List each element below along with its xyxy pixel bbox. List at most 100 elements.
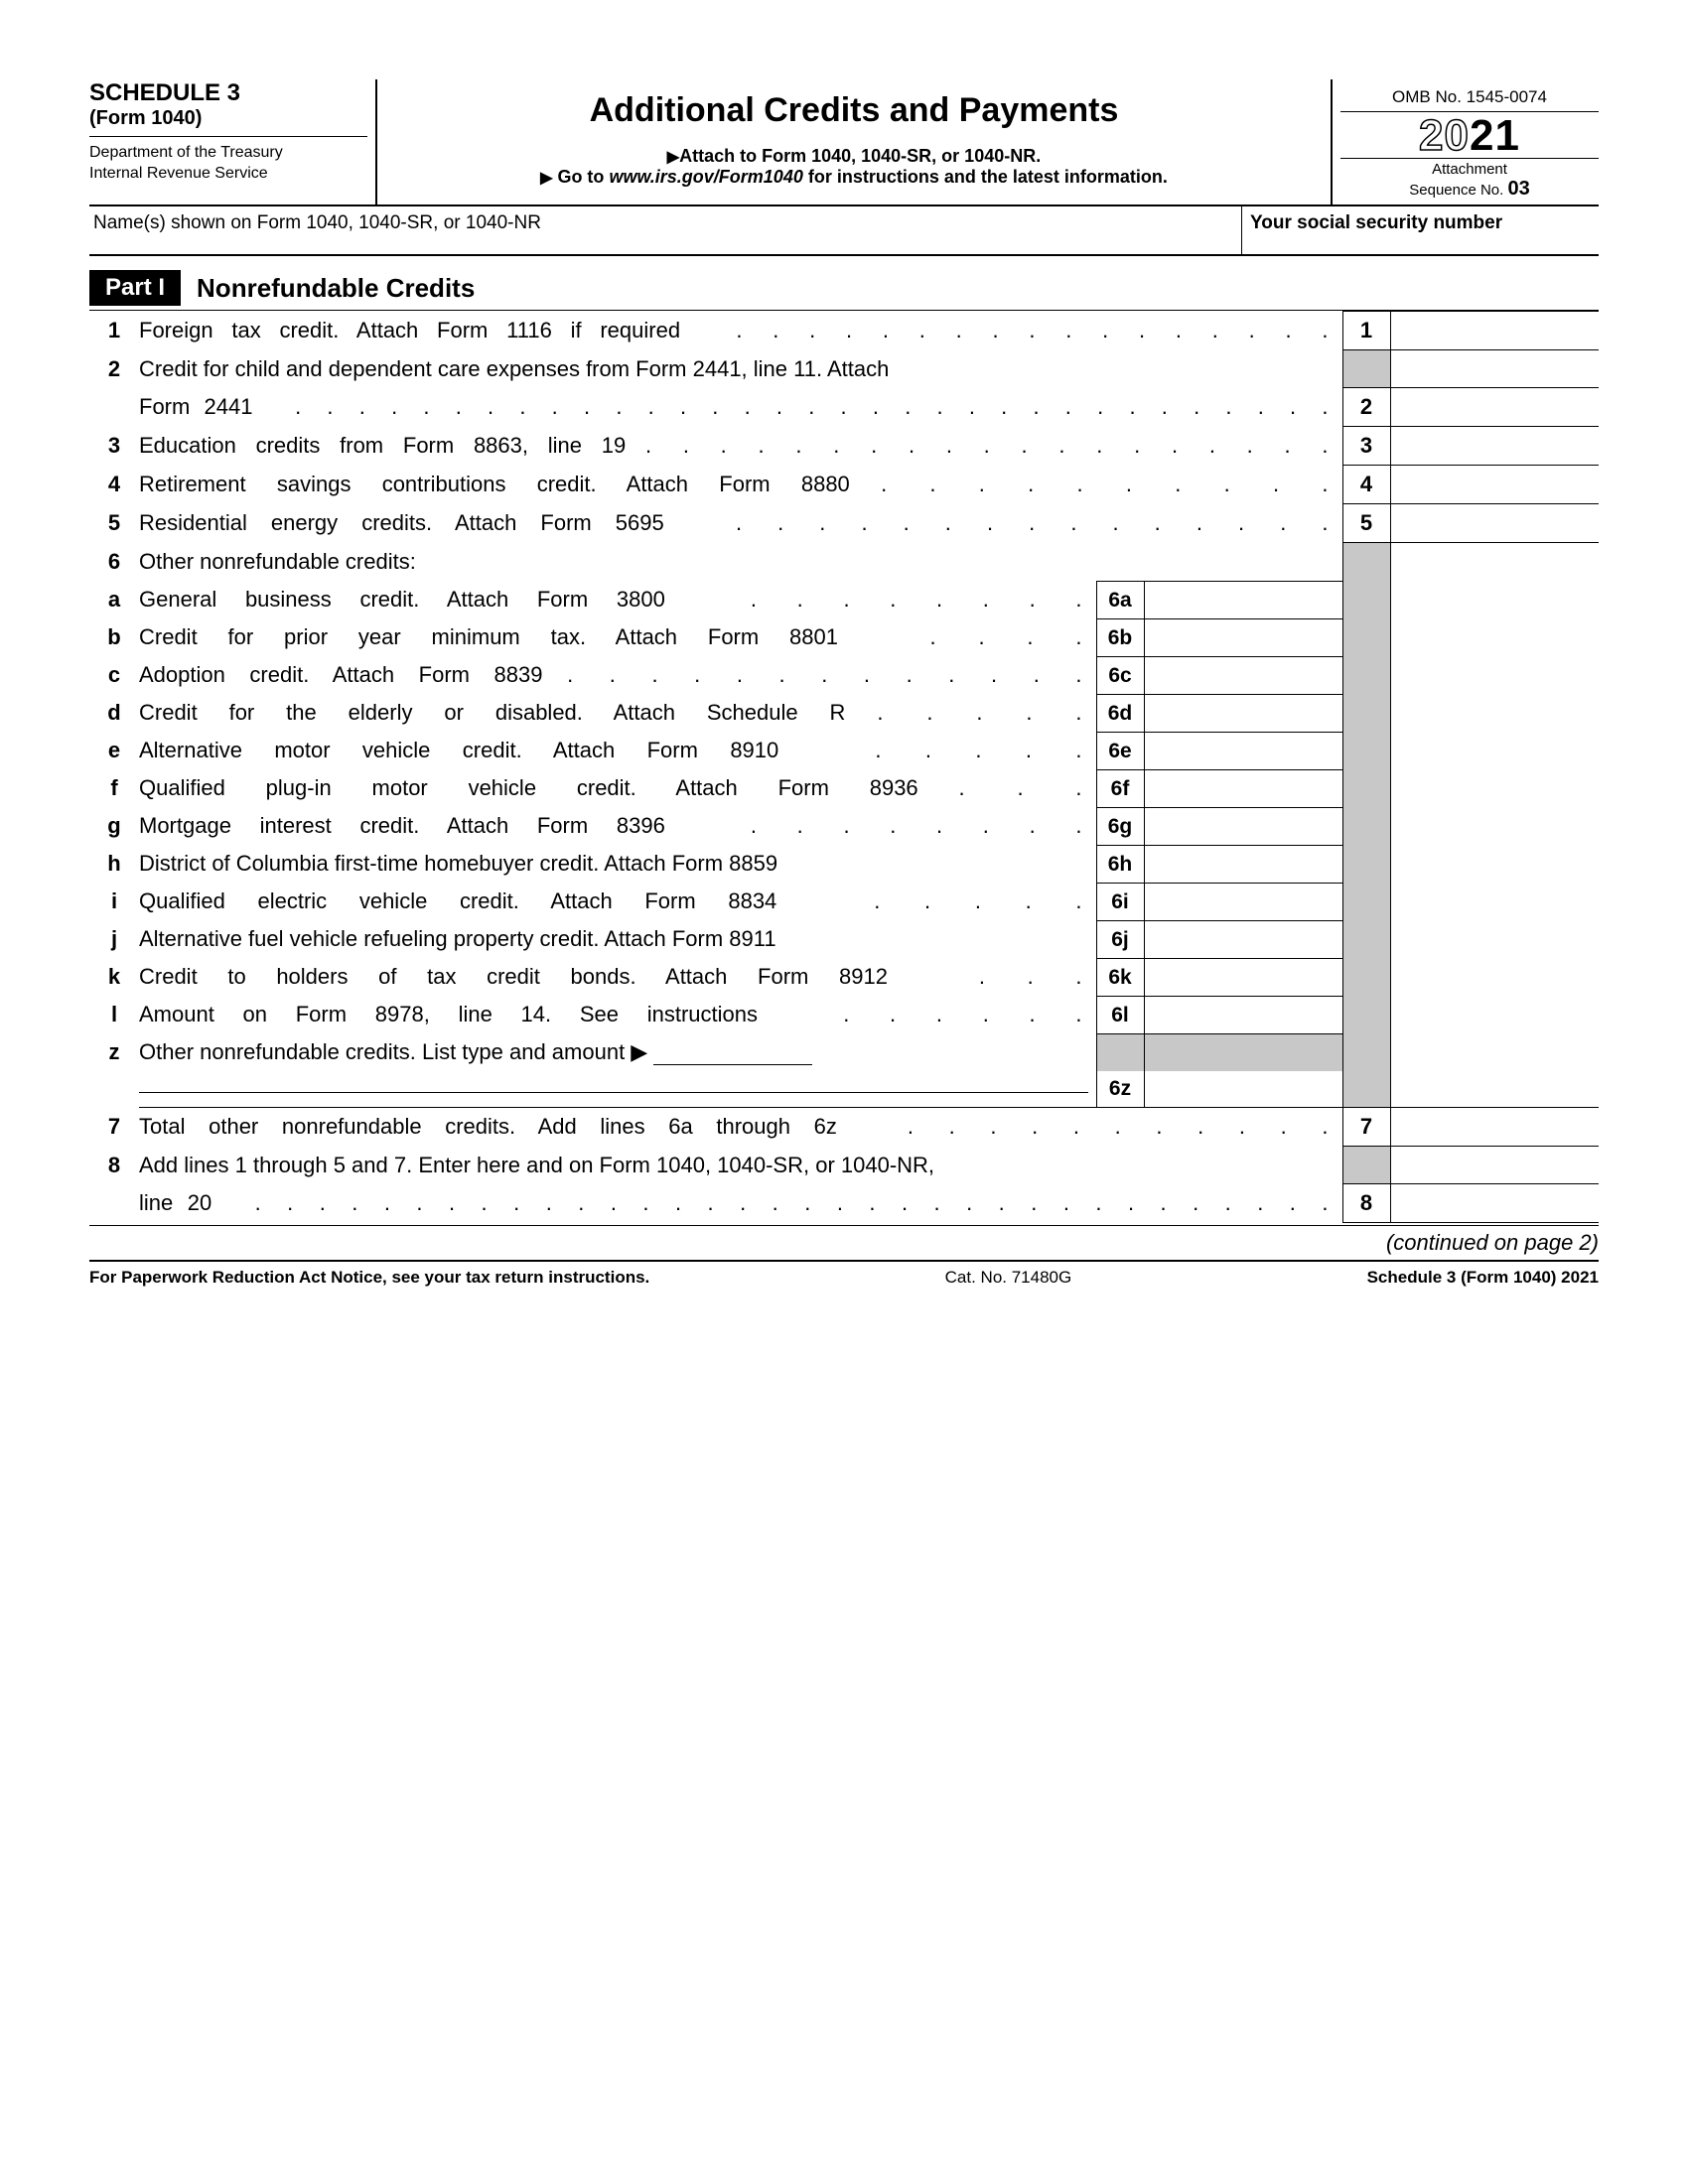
line-6f-num: f (89, 769, 139, 807)
line-6g-amount[interactable] (1144, 807, 1342, 845)
line-6j-num: j (89, 920, 139, 958)
line-7: 7 Total other nonrefundable credits. Add… (89, 1108, 1599, 1147)
line-6f-box: 6f (1096, 769, 1144, 807)
line-8-box: 8 (1342, 1184, 1390, 1223)
line-3-num: 3 (89, 427, 139, 466)
line-1-num: 1 (89, 312, 139, 350)
footer-center: Cat. No. 71480G (945, 1268, 1072, 1288)
line-6l-num: l (89, 996, 139, 1033)
line-6z-gray (1096, 1033, 1144, 1071)
header-left: SCHEDULE 3 (Form 1040) Department of the… (89, 79, 377, 205)
line-1-amount[interactable] (1390, 312, 1599, 350)
line-6d-desc: Credit for the elderly or disabled. Atta… (139, 694, 1096, 732)
line-6h-amount[interactable] (1144, 845, 1342, 883)
header-right: OMB No. 1545-0074 2021 Attachment Sequen… (1331, 79, 1599, 205)
line-6i-amount[interactable] (1144, 883, 1342, 920)
line-6k-desc: Credit to holders of tax credit bonds. A… (139, 958, 1096, 996)
line-4-num: 4 (89, 466, 139, 504)
line-6e-amount[interactable] (1144, 732, 1342, 769)
attach-seq-no: 03 (1508, 178, 1530, 200)
line-5-desc: Residential energy credits. Attach Form … (139, 504, 1342, 543)
line-6-blank-right (1390, 543, 1599, 1108)
lines-table: 1 Foreign tax credit. Attach Form 1116 i… (89, 311, 1599, 1223)
line-7-num: 7 (89, 1108, 139, 1147)
attachment-sequence: Attachment Sequence No. 03 (1340, 158, 1599, 201)
line-2-text2: Form 2441 (139, 394, 252, 419)
line-6z-fill2[interactable] (139, 1071, 1088, 1093)
line-6e-num: e (89, 732, 139, 769)
line-8-desc2: line 20 . . . . . . . . . . . . . . . . … (139, 1184, 1342, 1223)
line-6j-amount[interactable] (1144, 920, 1342, 958)
attach-link: www.irs.gov/Form1040 (609, 167, 802, 187)
ssn-field[interactable]: Your social security number (1241, 206, 1599, 254)
irs-label: Internal Revenue Service (89, 164, 367, 185)
line-6d-amount[interactable] (1144, 694, 1342, 732)
line-1-text: Foreign tax credit. Attach Form 1116 if … (139, 318, 680, 342)
form-label: (Form 1040) (89, 107, 367, 130)
part1-badge: Part I (89, 270, 181, 306)
line-7-desc: Total other nonrefundable credits. Add l… (139, 1108, 1342, 1147)
line-6k-amount[interactable] (1144, 958, 1342, 996)
form-header: SCHEDULE 3 (Form 1040) Department of the… (89, 79, 1599, 206)
attach-pre: Go to (557, 167, 609, 187)
line-6z-amount[interactable] (1144, 1071, 1342, 1108)
part1-title: Nonrefundable Credits (197, 273, 475, 304)
line-6b-text: Credit for prior year minimum tax. Attac… (139, 624, 838, 649)
line-2-amount[interactable] (1390, 388, 1599, 427)
form-title: Additional Credits and Payments (387, 91, 1321, 130)
line-4-box: 4 (1342, 466, 1390, 504)
line-6g-num: g (89, 807, 139, 845)
line-4-amount[interactable] (1390, 466, 1599, 504)
line-6: 6 Other nonrefundable credits: (89, 543, 1599, 582)
line-8-amount[interactable] (1390, 1184, 1599, 1223)
line-4-text: Retirement savings contributions credit.… (139, 472, 850, 496)
dept-label: Department of the Treasury (89, 143, 367, 164)
line-6f-desc: Qualified plug-in motor vehicle credit. … (139, 769, 1096, 807)
line-6i-box: 6i (1096, 883, 1144, 920)
line-3-text: Education credits from Form 8863, line 1… (139, 433, 626, 458)
line-6z-gray2 (1144, 1033, 1342, 1071)
line-6c-amount[interactable] (1144, 656, 1342, 694)
continued-note: (continued on page 2) (89, 1225, 1599, 1256)
footer-right: Schedule 3 (Form 1040) 2021 (1367, 1268, 1599, 1288)
line-6z-desc: Other nonrefundable credits. List type a… (139, 1033, 1096, 1071)
line-6b-amount[interactable] (1144, 618, 1342, 656)
line-2-desc2: Form 2441 . . . . . . . . . . . . . . . … (139, 388, 1342, 427)
line-6h-num: h (89, 845, 139, 883)
line-5-amount[interactable] (1390, 504, 1599, 543)
line-6g-text: Mortgage interest credit. Attach Form 83… (139, 813, 665, 838)
attach-line-1: ▶Attach to Form 1040, 1040-SR, or 1040-N… (387, 146, 1321, 167)
line-6g-box: 6g (1096, 807, 1144, 845)
line-6z-fill[interactable] (653, 1047, 812, 1065)
line-6z-num: z (89, 1033, 139, 1071)
line-6b-box: 6b (1096, 618, 1144, 656)
line-6c-num: c (89, 656, 139, 694)
line-6b-num: b (89, 618, 139, 656)
line-3-amount[interactable] (1390, 427, 1599, 466)
line-6f-amount[interactable] (1144, 769, 1342, 807)
line-8-gray (1342, 1147, 1390, 1184)
line-6f-text: Qualified plug-in motor vehicle credit. … (139, 775, 918, 800)
tax-year: 2021 (1340, 114, 1599, 158)
schedule-label: SCHEDULE 3 (89, 79, 367, 107)
year-solid: 21 (1470, 111, 1520, 160)
header-divider (89, 136, 367, 137)
line-6a-amount[interactable] (1144, 581, 1342, 618)
names-field[interactable]: Name(s) shown on Form 1040, 1040-SR, or … (89, 206, 1241, 254)
attach-line-2: ▶ Go to www.irs.gov/Form1040 for instruc… (387, 167, 1321, 188)
line-2-row2: Form 2441 . . . . . . . . . . . . . . . … (89, 388, 1599, 427)
line-4: 4 Retirement savings contributions credi… (89, 466, 1599, 504)
line-1-desc: Foreign tax credit. Attach Form 1116 if … (139, 312, 1342, 350)
line-6d-box: 6d (1096, 694, 1144, 732)
attach-seq-label2: Sequence No. (1409, 182, 1503, 199)
line-6-num: 6 (89, 543, 139, 582)
line-2-box: 2 (1342, 388, 1390, 427)
line-1: 1 Foreign tax credit. Attach Form 1116 i… (89, 312, 1599, 350)
line-3-desc: Education credits from Form 8863, line 1… (139, 427, 1342, 466)
line-6k-num: k (89, 958, 139, 996)
name-ssn-row: Name(s) shown on Form 1040, 1040-SR, or … (89, 206, 1599, 256)
line-6l-text: Amount on Form 8978, line 14. See instru… (139, 1002, 758, 1026)
line-6l-amount[interactable] (1144, 996, 1342, 1033)
line-7-amount[interactable] (1390, 1108, 1599, 1147)
line-6b-desc: Credit for prior year minimum tax. Attac… (139, 618, 1096, 656)
